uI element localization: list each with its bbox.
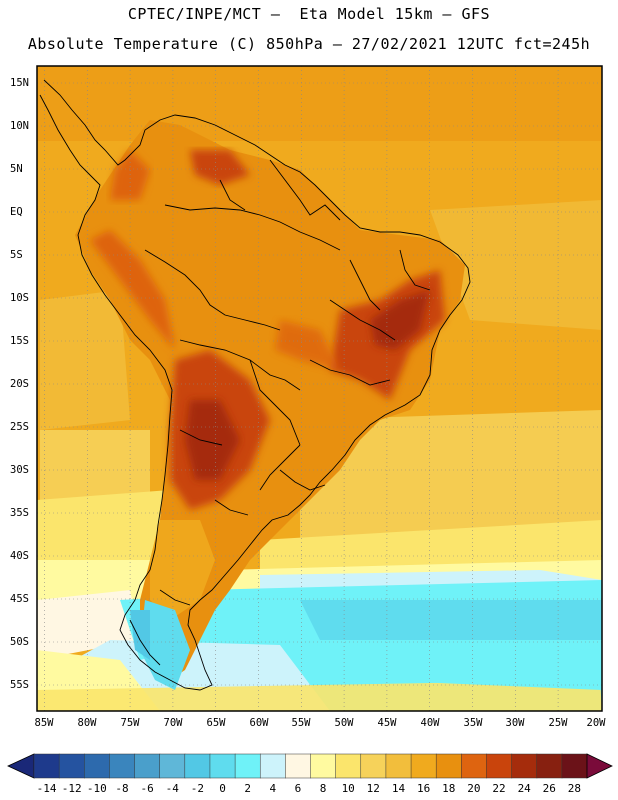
colorbar-cell (285, 753, 312, 779)
lat-label: 15S (10, 335, 29, 347)
lon-label: 25W (548, 717, 568, 729)
lat-label: 45S (10, 593, 29, 605)
colorbar-tick-label: 2 (244, 782, 251, 795)
colorbar-tick-label: 0 (219, 782, 226, 795)
lat-label: 10N (10, 120, 29, 132)
lat-label: 20S (10, 378, 29, 390)
map-frame (36, 65, 603, 712)
colorbar-tick-label: 20 (467, 782, 481, 795)
colorbar-cell (461, 753, 488, 779)
lon-label: 70W (163, 717, 183, 729)
colorbar-tick-label: 8 (319, 782, 327, 795)
lat-label: EQ (10, 206, 23, 218)
colorbar-cell (58, 753, 85, 779)
colorbar-cell (184, 753, 211, 779)
lat-label: 35S (10, 507, 29, 519)
colorbar-tick-label: 12 (366, 782, 380, 795)
lon-label: 55W (291, 717, 311, 729)
lon-label: 35W (463, 717, 483, 729)
colorbar-tick-label: 28 (567, 782, 582, 795)
colorbar-under-arrow (7, 753, 35, 779)
colorbar-cell (84, 753, 110, 779)
colorbar-tick-label: -4 (165, 782, 179, 795)
lon-label: 20W (586, 717, 606, 729)
colorbar-tick-label: 18 (442, 782, 456, 795)
lat-label: 5N (10, 163, 23, 175)
lat-label: 30S (10, 464, 29, 476)
colorbar-cell (310, 753, 337, 779)
colorbar-tick-label: -6 (140, 782, 154, 795)
colorbar-tick-label: 22 (492, 782, 506, 795)
lon-label: 30W (505, 717, 525, 729)
colorbar-cell (360, 753, 387, 779)
colorbar-tick-label: 14 (391, 782, 406, 795)
lon-label: 80W (77, 717, 97, 729)
country-borders (39, 79, 471, 691)
lat-label: 50S (10, 636, 29, 648)
colorbar-cell (486, 753, 513, 779)
colorbar-cell (234, 753, 261, 779)
colorbar-cell (385, 753, 412, 779)
colorbar-cell (134, 753, 161, 779)
colorbar-cell (159, 753, 186, 779)
colorbar-cell (561, 753, 588, 779)
colorbar-tick-label: -12 (61, 782, 82, 795)
map-title: CPTEC/INPE/MCT – Eta Model 15km – GFS (127, 5, 491, 23)
colorbar-tick-label: 10 (341, 782, 355, 795)
colorbar-cell (259, 753, 286, 779)
lat-label: 40S (10, 550, 29, 562)
lat-label: 5S (10, 249, 23, 261)
lon-label: 50W (334, 717, 354, 729)
temperature-map (36, 65, 603, 712)
colorbar-cell (109, 753, 136, 779)
colorbar-tick-label: -2 (190, 782, 205, 795)
colorbar-cell (536, 753, 563, 779)
temperature-field (37, 66, 602, 711)
colorbar-cell (209, 753, 236, 779)
colorbar-tick-label: 6 (294, 782, 302, 795)
colorbar-tick-label: -8 (115, 782, 129, 795)
colorbar (7, 753, 613, 779)
colorbar-cell (410, 753, 437, 779)
colorbar-cell (435, 753, 462, 779)
colorbar-cell (33, 753, 60, 779)
colorbar-tick-label: 4 (269, 782, 277, 795)
lon-label: 85W (34, 717, 54, 729)
lat-label: 25S (10, 421, 29, 433)
lon-label: 65W (206, 717, 226, 729)
colorbar-tick-label: 26 (542, 782, 556, 795)
colorbar-tick-label: -10 (86, 782, 107, 795)
lat-label: 15N (10, 77, 29, 89)
lon-label: 60W (249, 717, 269, 729)
colorbar-cell (335, 753, 362, 779)
lon-label: 40W (420, 717, 440, 729)
map-subtitle: Absolute Temperature (C) 850hPa – 27/02/… (27, 35, 591, 53)
lat-label: 55S (10, 679, 29, 691)
colorbar-over-arrow (586, 753, 613, 779)
colorbar-tick-label: 24 (517, 782, 531, 795)
colorbar-tick-label: -14 (36, 782, 57, 795)
colorbar-cell (511, 753, 538, 779)
colorbar-tick-label: 16 (416, 782, 431, 795)
lon-label: 75W (120, 717, 140, 729)
lat-label: 10S (10, 292, 29, 304)
lon-label: 45W (377, 717, 397, 729)
